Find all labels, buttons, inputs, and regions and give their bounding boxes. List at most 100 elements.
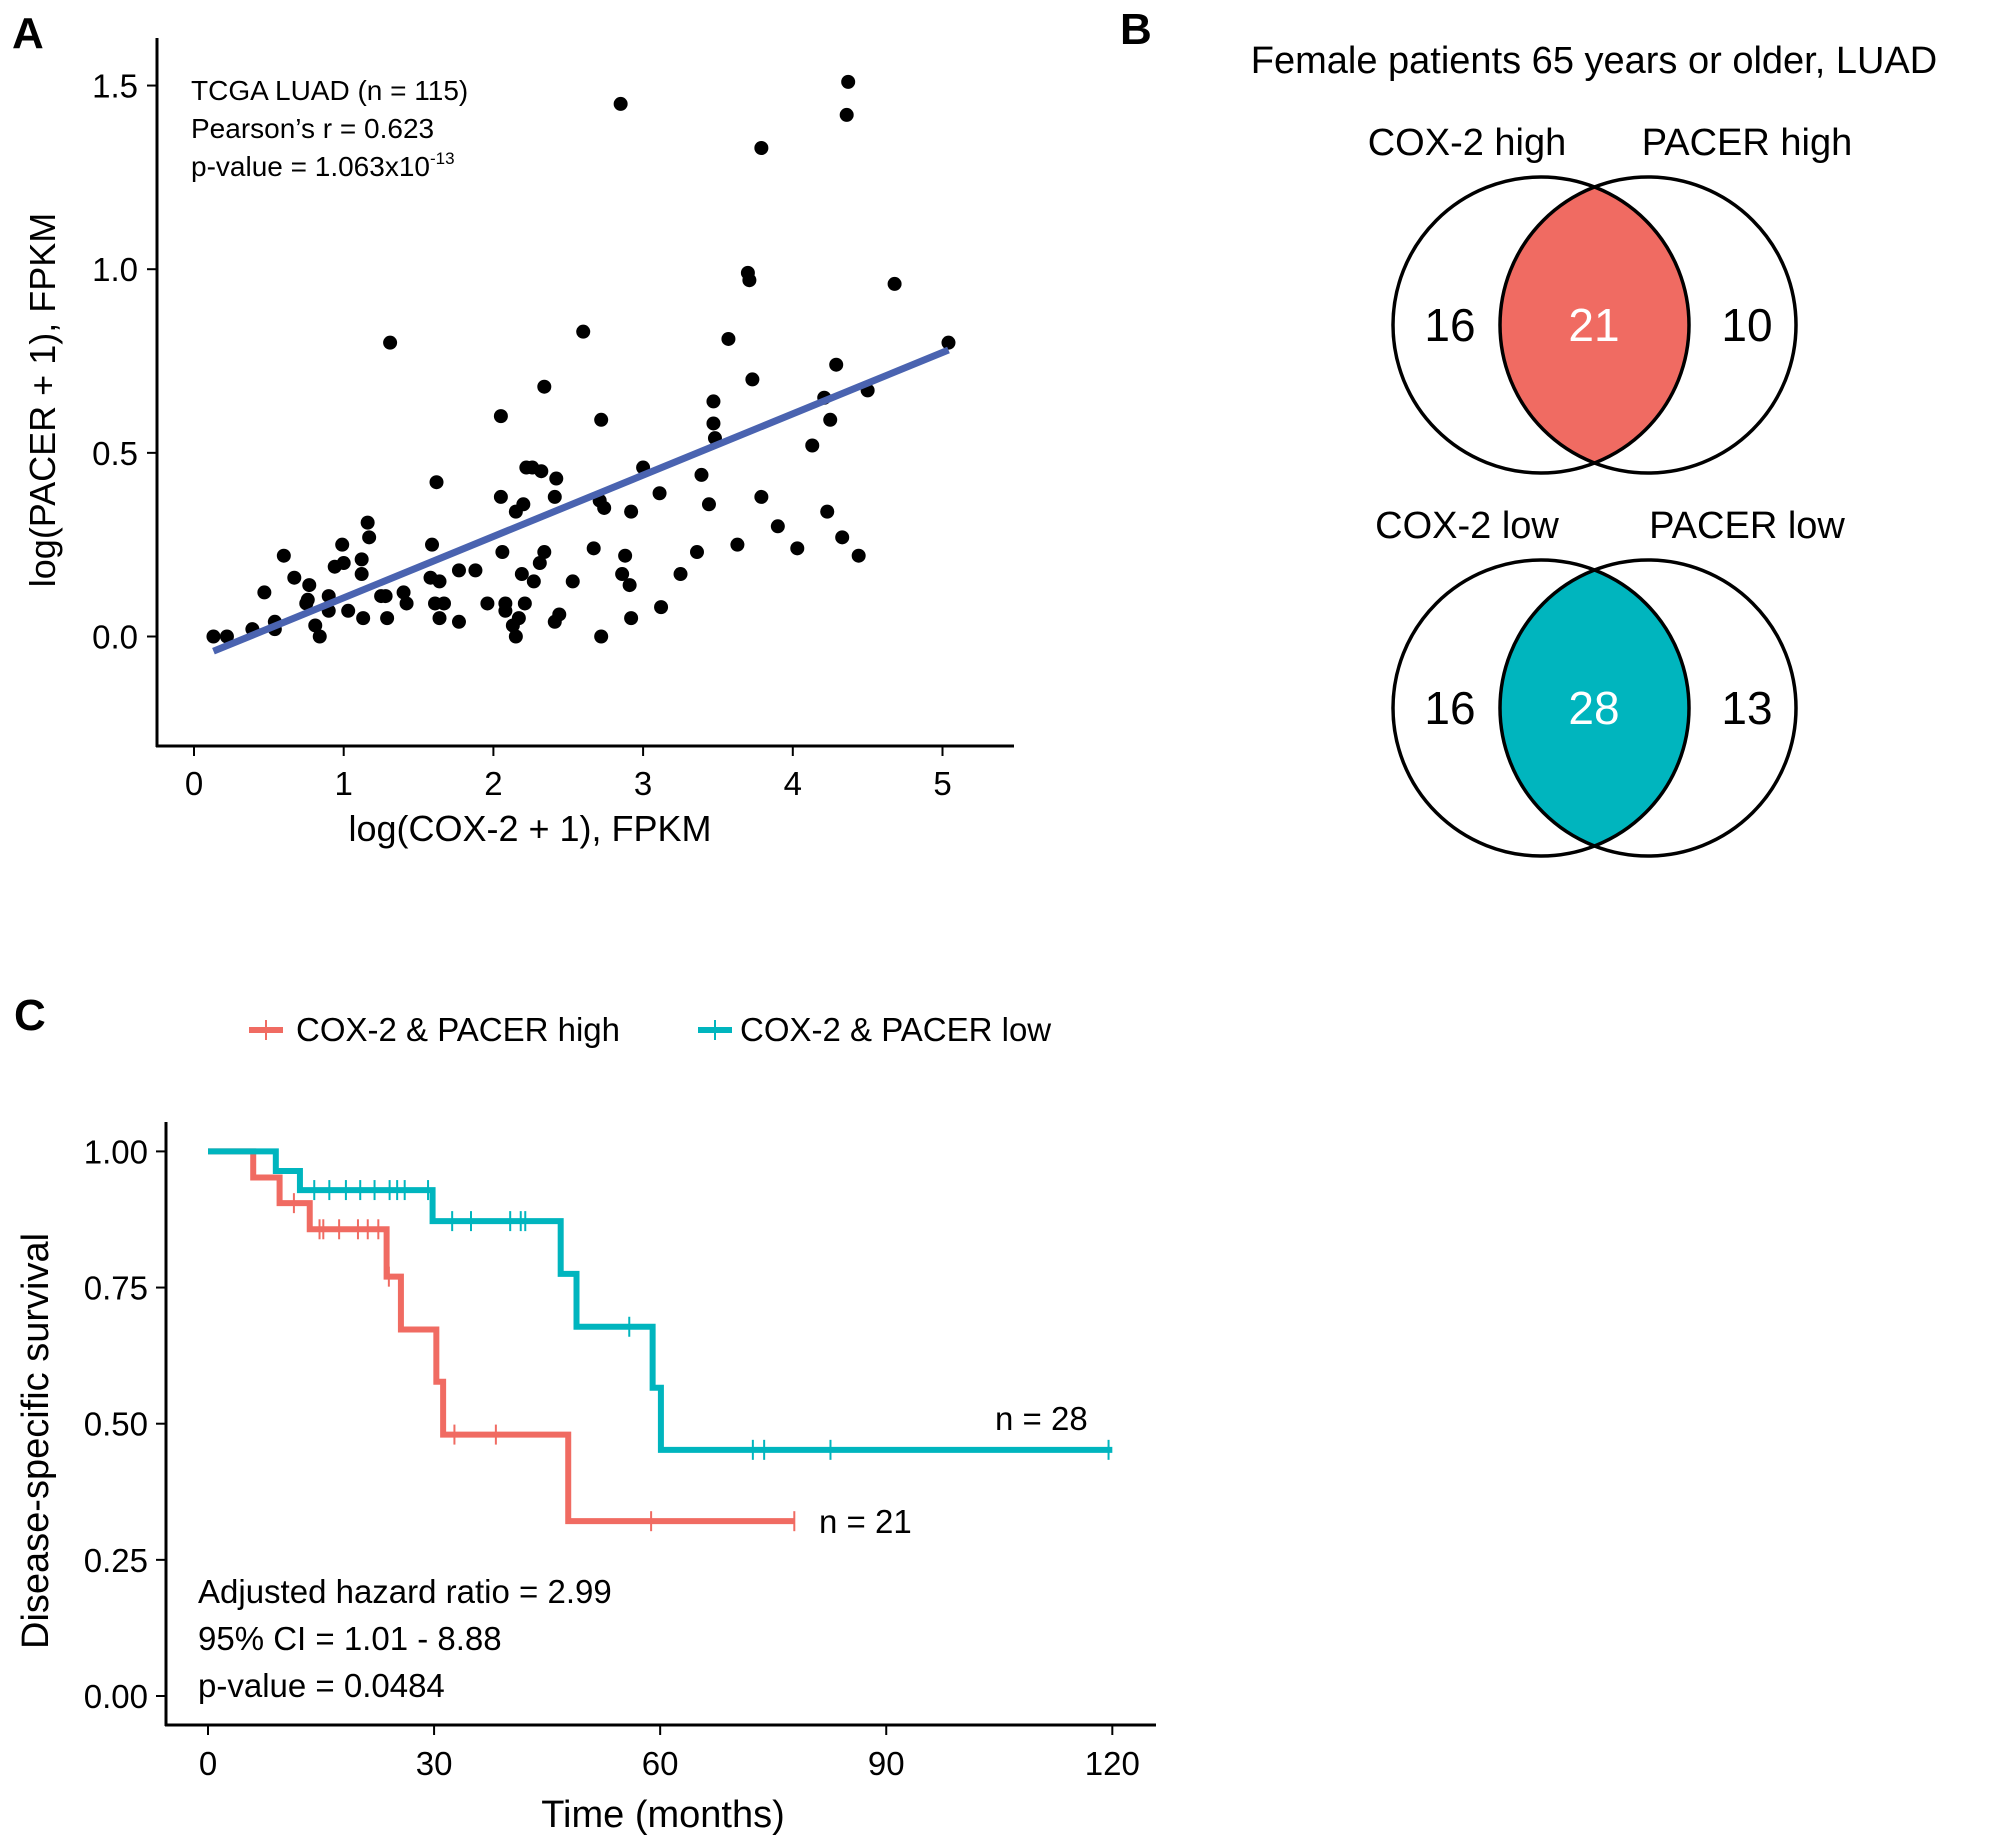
annotation-pvalue-exponent: -13 [430, 149, 455, 168]
x-tick-label: 0 [185, 765, 203, 802]
scatter-point [537, 379, 552, 394]
scatter-point [219, 629, 234, 644]
scatter-point [498, 603, 513, 618]
scatter-point [694, 467, 709, 482]
y-tick-label: 0.00 [84, 1678, 148, 1715]
scatter-point [511, 611, 526, 626]
scatter-point [770, 519, 785, 534]
scatter-point [701, 497, 716, 512]
km-y-label: Disease-specific survival [15, 1233, 57, 1649]
scatter-point [493, 409, 508, 424]
annotation-ci: 95% CI = 1.01 - 8.88 [198, 1620, 502, 1657]
venn-label-left: COX-2 low [1375, 505, 1559, 547]
legend-item-low: COX-2 & PACER low [698, 1011, 1051, 1048]
y-tick-label: 0.75 [84, 1270, 148, 1307]
scatter-point [689, 545, 704, 560]
scatter-point [829, 357, 844, 372]
scatter-point [362, 530, 377, 545]
survival-curve-low [208, 1148, 1113, 1453]
x-tick-label: 90 [868, 1745, 905, 1782]
panel-label-c: C [14, 991, 46, 1040]
scatter-point [383, 335, 398, 350]
venn-label-right: PACER high [1642, 122, 1853, 164]
scatter-point [537, 545, 552, 560]
scatter-point [754, 140, 769, 155]
scatter-point [356, 611, 371, 626]
scatter-point [594, 629, 609, 644]
scatter-point [341, 603, 356, 618]
scatter-point [480, 596, 495, 611]
scatter-point [399, 596, 414, 611]
y-tick-label: 1.0 [92, 251, 138, 288]
scatter-point [495, 545, 510, 560]
scatter-point [597, 500, 612, 515]
survival-curve-high [208, 1148, 795, 1525]
y-tick-label: 0.25 [84, 1542, 148, 1579]
scatter-point [516, 497, 531, 512]
panel-label-a: A [12, 9, 44, 58]
venn-count-right: 10 [1721, 299, 1772, 351]
scatter-point [517, 596, 532, 611]
y-tick-label: 0.0 [92, 619, 138, 656]
scatter-point [823, 412, 838, 427]
n-label-low: n = 28 [995, 1400, 1088, 1437]
scatter-point [547, 489, 562, 504]
venn-count-left: 16 [1424, 299, 1475, 351]
scatter-point [615, 567, 630, 582]
scatter-point [742, 273, 757, 288]
scatter-point [312, 629, 327, 644]
venn-overlap-region [1500, 570, 1690, 846]
scatter-point [308, 618, 323, 633]
scatter-point [754, 489, 769, 504]
scatter-point [432, 611, 447, 626]
venn-count-overlap: 28 [1568, 682, 1619, 734]
annotation-pvalue-km: p-value = 0.0484 [198, 1667, 445, 1704]
scatter-point [396, 585, 411, 600]
scatter-point [276, 548, 291, 563]
legend-item-high: COX-2 & PACER high [249, 1011, 620, 1048]
scatter-point [745, 372, 760, 387]
venn-label-left: COX-2 high [1368, 122, 1567, 164]
scatter-point [622, 578, 637, 593]
scatter-point [721, 331, 736, 346]
scatter-point [618, 548, 633, 563]
scatter-panel: 0 1 2 3 4 5 0.0 0.5 1.0 1.5 TCGA LUAD (n = 115) P… [22, 38, 1014, 849]
x-tick-label: 1 [335, 765, 353, 802]
legend: COX-2 & PACER high COX-2 & PACER low [249, 1011, 1051, 1048]
scatter-point [302, 578, 317, 593]
scatter-point [851, 548, 866, 563]
scatter-point [354, 552, 369, 567]
scatter-point [887, 276, 902, 291]
scatter-point [425, 537, 440, 552]
scatter-point [451, 563, 466, 578]
scatter-point [534, 464, 549, 479]
legend-label-low: COX-2 & PACER low [740, 1011, 1051, 1048]
scatter-point [493, 489, 508, 504]
scatter-point [378, 589, 393, 604]
x-tick-label: 2 [484, 765, 502, 802]
scatter-point [429, 475, 444, 490]
annotation-pvalue-base: p-value = 1.063x10 [191, 151, 430, 182]
scatter-point [257, 585, 272, 600]
legend-label-high: COX-2 & PACER high [296, 1011, 620, 1048]
x-tick-label: 120 [1085, 1745, 1140, 1782]
scatter-point [565, 574, 580, 589]
scatter-point [335, 537, 350, 552]
scatter-point [300, 592, 315, 607]
annotation-dataset: TCGA LUAD (n = 115) [191, 75, 468, 106]
venn-panel: Female patients 65 years or older, LUAD … [1251, 40, 1937, 858]
scatter-point [514, 567, 529, 582]
scatter-point [654, 600, 669, 615]
scatter-point [706, 416, 721, 431]
scatter-point [360, 515, 375, 530]
scatter-point [206, 629, 221, 644]
venn-count-left: 16 [1424, 682, 1475, 734]
scatter-point [706, 394, 721, 409]
venn-label-right: PACER low [1649, 505, 1845, 547]
scatter-point [624, 611, 639, 626]
scatter-point [354, 567, 369, 582]
survival-panel: COX-2 & PACER high COX-2 & PACER low 0 30… [15, 1011, 1156, 1836]
scatter-point [576, 324, 591, 339]
scatter-point [613, 96, 628, 111]
